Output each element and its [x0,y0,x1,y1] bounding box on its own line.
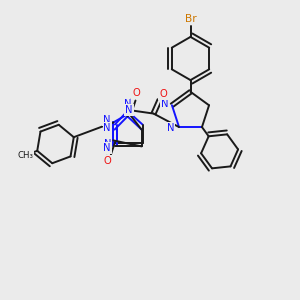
Text: N: N [103,143,111,153]
Text: N: N [103,123,111,133]
Text: N: N [161,99,168,109]
Text: N: N [104,139,111,149]
Text: N: N [103,115,110,125]
Text: O: O [103,155,111,166]
Text: N: N [104,118,111,128]
Text: O: O [159,89,167,99]
Text: N: N [167,123,174,133]
Text: N: N [124,99,132,110]
Text: CH₃: CH₃ [18,151,34,160]
Text: O: O [132,88,140,98]
Text: Br: Br [185,14,197,25]
Text: N: N [125,105,133,115]
